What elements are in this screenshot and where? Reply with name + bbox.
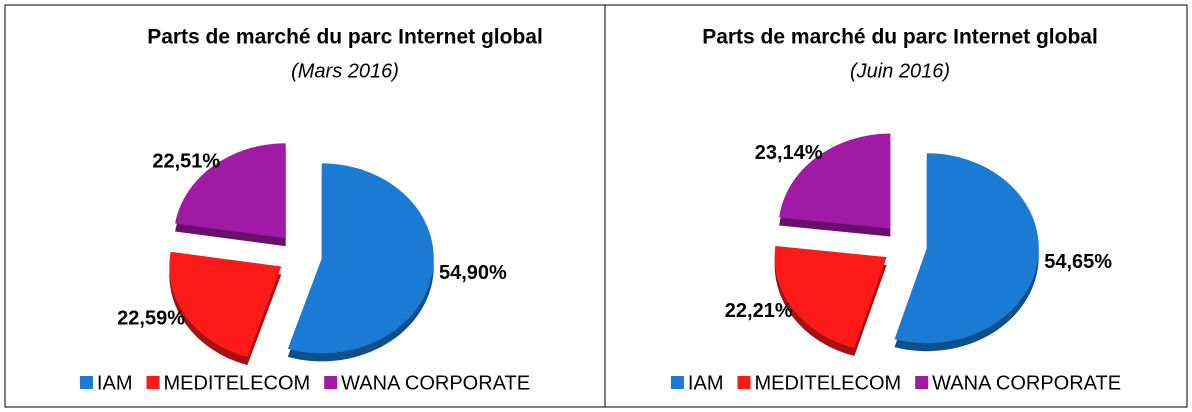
- legend-label: WANA CORPORATE: [932, 372, 1121, 394]
- legend-label: IAM: [97, 372, 133, 394]
- legend-label: MEDITELECOM: [754, 372, 901, 394]
- chart-title: Parts de marché du parc Internet global: [147, 26, 543, 49]
- data-label: 23,14%: [755, 142, 823, 164]
- slice: [894, 153, 1039, 344]
- legend-swatch: [324, 376, 338, 389]
- panel-border: [604, 4, 1188, 408]
- data-label: 22,59%: [117, 307, 185, 329]
- data-label: 22,51%: [152, 151, 220, 173]
- data-label: 54,65%: [1044, 251, 1112, 273]
- data-label: 54,90%: [439, 262, 507, 284]
- legend-swatch: [146, 376, 160, 389]
- chart-title: Parts de marché du parc Internet global: [702, 26, 1098, 49]
- legend-label: IAM: [688, 372, 724, 394]
- legend-label: WANA CORPORATE: [341, 372, 530, 394]
- legend-swatch: [915, 376, 929, 389]
- legend-swatch: [79, 376, 93, 389]
- chart-subtitle: (Mars 2016): [291, 60, 399, 82]
- data-label: 22,21%: [725, 300, 793, 322]
- slice: [169, 251, 282, 358]
- slice: [779, 133, 891, 229]
- legend-swatch: [670, 376, 684, 389]
- chart-subtitle: (Juin 2016): [850, 60, 950, 82]
- slice: [175, 143, 286, 239]
- slice: [287, 163, 434, 354]
- slice: [774, 245, 887, 349]
- legend-label: MEDITELECOM: [163, 372, 310, 394]
- legend-swatch: [737, 376, 751, 389]
